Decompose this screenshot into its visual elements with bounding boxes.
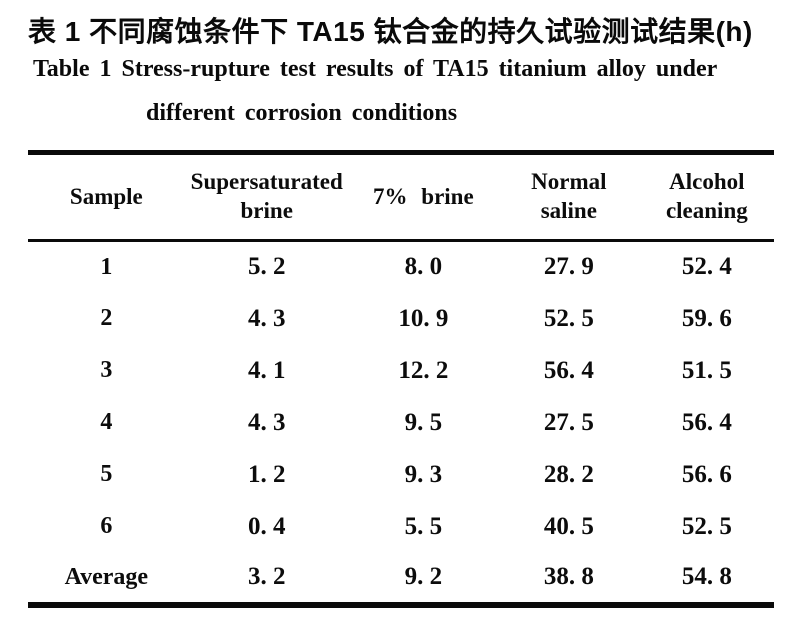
cell-supersaturated: 5. 2	[247, 253, 286, 281]
cell-normal: 40. 5	[543, 512, 594, 540]
col-header-normal-line2: saline	[540, 198, 597, 223]
cell-alcohol: 54. 8	[681, 563, 732, 590]
col-header-7pct-brine: 7% brine	[373, 183, 474, 209]
cell-supersaturated: 0. 4	[247, 512, 286, 540]
col-header-supersaturated-line1: Supersaturated	[190, 169, 343, 195]
table-row: 2 4. 3 10. 9 52. 5 59. 6	[28, 293, 774, 345]
cell-sample: 5	[100, 461, 113, 487]
cell-sample: 3	[100, 357, 113, 383]
col-header-normal-saline: Normal saline	[498, 153, 640, 241]
cell-supersaturated: 4. 3	[247, 408, 286, 436]
cell-normal: 38. 8	[543, 563, 594, 590]
cell-alcohol: 56. 4	[681, 408, 732, 436]
cell-supersaturated: 3. 2	[247, 563, 286, 590]
col-header-alcohol-line2: cleaning	[665, 198, 748, 223]
cell-sample: 6	[100, 513, 113, 539]
cell-normal: 27. 9	[543, 253, 594, 281]
cell-supersaturated: 4. 3	[247, 304, 286, 332]
cell-alcohol: 59. 6	[681, 304, 732, 332]
table-row: 5 1. 2 9. 3 28. 2 56. 6	[28, 449, 774, 501]
cell-sample: 1	[100, 253, 113, 280]
cell-normal: 28. 2	[543, 460, 594, 488]
cell-alcohol: 52. 5	[681, 512, 732, 540]
cell-brine7: 9. 3	[404, 460, 443, 488]
cell-sample: Average	[64, 563, 149, 590]
cell-supersaturated: 1. 2	[247, 460, 286, 488]
cell-brine7: 9. 2	[404, 563, 443, 590]
cell-alcohol: 52. 4	[681, 253, 732, 281]
col-header-supersaturated-line2: brine	[240, 198, 293, 223]
table-row: 3 4. 1 12. 2 56. 4 51. 5	[28, 345, 774, 397]
col-header-sample: Sample	[69, 183, 143, 209]
table-row: 1 5. 2 8. 0 27. 9 52. 4	[28, 241, 774, 293]
cell-brine7: 5. 5	[404, 512, 443, 540]
cell-brine7: 12. 2	[398, 356, 449, 384]
table-row: 4 4. 3 9. 5 27. 5 56. 4	[28, 397, 774, 449]
col-header-supersaturated-brine: Supersaturated brine	[185, 153, 349, 241]
cell-supersaturated: 4. 1	[247, 356, 286, 384]
cell-alcohol: 56. 6	[681, 460, 732, 488]
cell-normal: 27. 5	[543, 408, 594, 436]
results-table-container: Sample Supersaturated brine 7% brine Nor…	[28, 150, 774, 608]
cell-brine7: 10. 9	[398, 304, 449, 332]
results-table: Sample Supersaturated brine 7% brine Nor…	[28, 150, 774, 608]
cell-brine7: 8. 0	[404, 253, 443, 281]
col-header-alcohol-line1: Alcohol	[669, 169, 745, 195]
cell-sample: 2	[100, 305, 113, 331]
table-title-english-line2: different corrosion conditions	[146, 100, 458, 126]
table-title-chinese: 表 1 不同腐蚀条件下 TA15 钛合金的持久试验测试结果(h)	[28, 16, 753, 47]
cell-normal: 52. 5	[543, 304, 594, 332]
table-title-english-line1: Table 1 Stress-rupture test results of T…	[33, 56, 718, 82]
col-header-normal-line1: Normal	[531, 169, 607, 195]
cell-normal: 56. 4	[543, 356, 594, 384]
cell-sample: 4	[100, 409, 113, 435]
cell-alcohol: 51. 5	[681, 356, 732, 384]
header-row: Sample Supersaturated brine 7% brine Nor…	[28, 153, 774, 241]
cell-brine7: 9. 5	[404, 408, 443, 436]
col-header-alcohol-cleaning: Alcohol cleaning	[640, 153, 774, 241]
table-row-average: Average 3. 2 9. 2 38. 8 54. 8	[28, 553, 774, 605]
table-row: 6 0. 4 5. 5 40. 5 52. 5	[28, 501, 774, 553]
